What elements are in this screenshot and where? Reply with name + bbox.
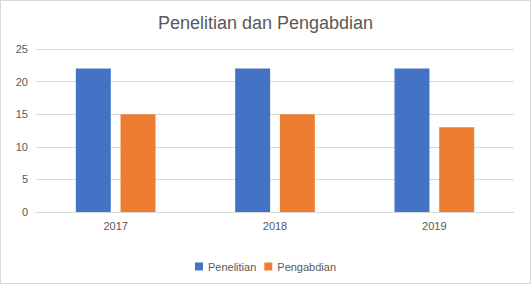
svg-text:15: 15 [16, 108, 28, 120]
svg-text:Penelitian: Penelitian [208, 261, 256, 273]
svg-text:Pengabdian: Pengabdian [277, 261, 336, 273]
svg-text:Penelitian dan Pengabdian: Penelitian dan Pengabdian [158, 13, 373, 33]
svg-text:10: 10 [16, 141, 28, 153]
svg-text:2017: 2017 [103, 220, 127, 232]
svg-text:25: 25 [16, 43, 28, 55]
svg-text:20: 20 [16, 76, 28, 88]
svg-text:2018: 2018 [263, 220, 287, 232]
svg-text:5: 5 [22, 173, 28, 185]
svg-text:2019: 2019 [422, 220, 446, 232]
svg-text:0: 0 [22, 206, 28, 218]
